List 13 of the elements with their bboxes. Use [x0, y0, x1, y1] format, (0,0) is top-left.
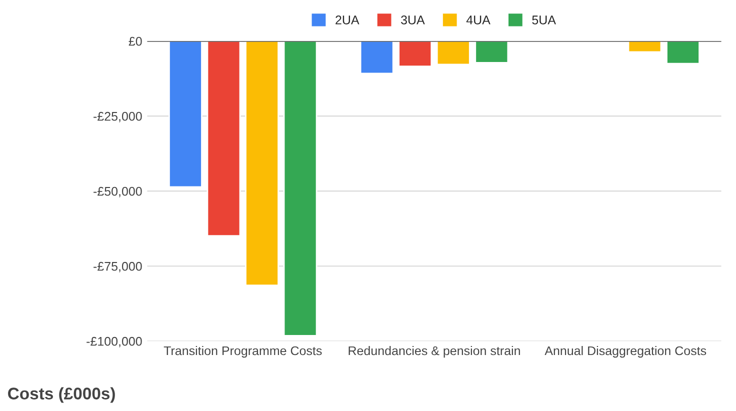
y-tick-label: -£75,000: [94, 262, 142, 272]
x-tick-label: Annual Disaggregation Costs: [544, 346, 706, 358]
legend-label: 3UA: [401, 16, 425, 24]
y-tick-label: -£25,000: [94, 112, 142, 122]
y-tick-label: -£50,000: [94, 186, 142, 198]
legend-label: 2UA: [336, 16, 360, 24]
x-tick-label: Transition Programme Costs: [164, 346, 322, 358]
y-tick-label: -£100,000: [86, 336, 142, 348]
legend-label: 5UA: [532, 16, 556, 24]
y-tick-label: £0: [128, 36, 142, 46]
y-axis-title: Costs (£000s): [8, 387, 115, 403]
x-tick-label: Redundancies & pension strain: [348, 346, 520, 358]
legend-label: 4UA: [466, 16, 490, 24]
